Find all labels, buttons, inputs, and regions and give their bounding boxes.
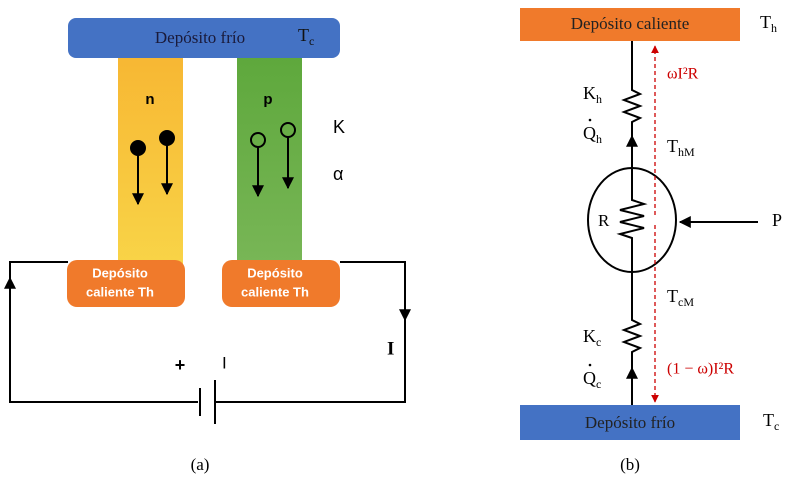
label: Qc <box>583 368 601 391</box>
label: Qh <box>583 123 602 146</box>
label: Kc <box>583 326 601 349</box>
dot <box>589 364 592 367</box>
caption: (b) <box>620 455 640 474</box>
label: caliente Th <box>241 284 309 299</box>
label: I <box>222 353 227 372</box>
label: Depósito caliente <box>571 14 690 33</box>
thermal-circuit <box>588 41 758 405</box>
label: Depósito <box>92 265 148 280</box>
label: K <box>333 117 345 137</box>
label: n <box>145 91 154 108</box>
label: Depósito frío <box>155 28 245 47</box>
label: R <box>598 211 610 230</box>
label: P <box>772 210 782 230</box>
label: + <box>175 355 186 375</box>
label: ThM <box>667 136 695 159</box>
label: Tc <box>763 410 779 433</box>
label: I <box>387 338 394 359</box>
caption: (a) <box>191 455 210 474</box>
label: Th <box>760 12 777 35</box>
label: caliente Th <box>86 284 154 299</box>
dot <box>589 119 592 122</box>
diagram: Depósito frío Tc n p K α Depósito calien… <box>0 0 791 478</box>
label: Depósito <box>247 265 303 280</box>
label: α <box>333 164 343 184</box>
label: TcM <box>667 286 694 309</box>
label: (1 − ω)I²R <box>667 361 734 378</box>
panel-a: Depósito frío Tc n p K α Depósito calien… <box>10 18 405 474</box>
label: p <box>263 91 272 108</box>
label: ωI²R <box>667 66 699 83</box>
label: Kh <box>583 83 602 106</box>
panel-b: Depósito caliente Th Depósito frío Tc ωI… <box>520 8 782 474</box>
label: Depósito frío <box>585 413 675 432</box>
